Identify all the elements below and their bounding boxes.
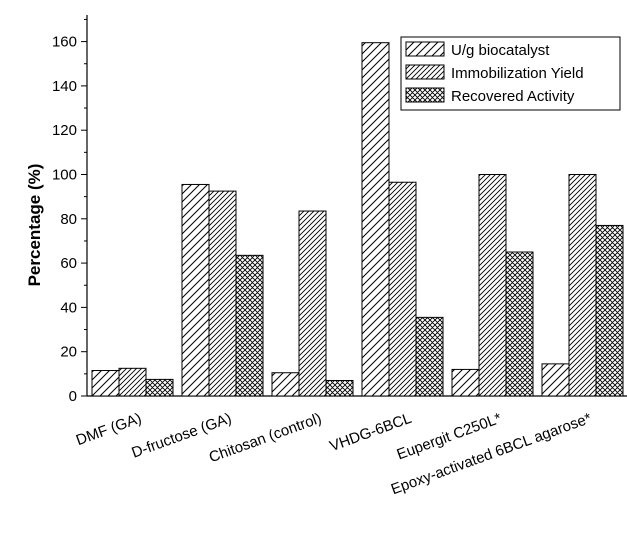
- bar-recovered-activity: [415, 316, 444, 397]
- bar-u-g-biocatalyst: [451, 368, 480, 397]
- bar-u-g-biocatalyst: [181, 183, 210, 397]
- bar-immobilization-yield: [478, 173, 507, 397]
- bar-u-g-biocatalyst: [91, 370, 120, 397]
- bar-immobilization-yield: [208, 190, 237, 397]
- legend-swatch: [405, 64, 445, 80]
- y-tick-label: 140: [52, 78, 77, 95]
- y-axis-label: Percentage (%): [25, 164, 44, 287]
- bar-u-g-biocatalyst: [541, 363, 570, 397]
- y-tick-label: 40: [60, 299, 77, 316]
- bar-u-g-biocatalyst: [361, 42, 390, 397]
- legend: U/g biocatalyst Immobilization Yield Recov…: [400, 36, 621, 111]
- bar-immobilization-yield: [298, 210, 327, 397]
- bar-recovered-activity: [145, 378, 174, 397]
- y-tick-label: 80: [60, 211, 77, 228]
- y-tick-label: 20: [60, 344, 77, 361]
- bar-u-g-biocatalyst: [271, 372, 300, 397]
- bar-recovered-activity: [325, 379, 354, 397]
- bar-recovered-activity: [595, 224, 624, 397]
- y-tick-label: 120: [52, 122, 77, 139]
- bar-immobilization-yield: [388, 181, 417, 397]
- legend-label: U/g biocatalyst: [451, 42, 550, 59]
- bar-immobilization-yield: [118, 367, 147, 397]
- y-tick-label: 0: [69, 388, 77, 405]
- bar-recovered-activity: [235, 254, 264, 397]
- y-tick-label: 60: [60, 255, 77, 272]
- legend-label: Immobilization Yield: [451, 65, 584, 82]
- legend-swatch: [405, 87, 445, 103]
- bar-recovered-activity: [505, 251, 534, 397]
- y-tick-label: 100: [52, 166, 77, 183]
- legend-label: Recovered Activity: [451, 88, 575, 105]
- legend-swatch: [405, 41, 445, 57]
- y-tick-label: 160: [52, 34, 77, 51]
- bar-immobilization-yield: [568, 173, 597, 397]
